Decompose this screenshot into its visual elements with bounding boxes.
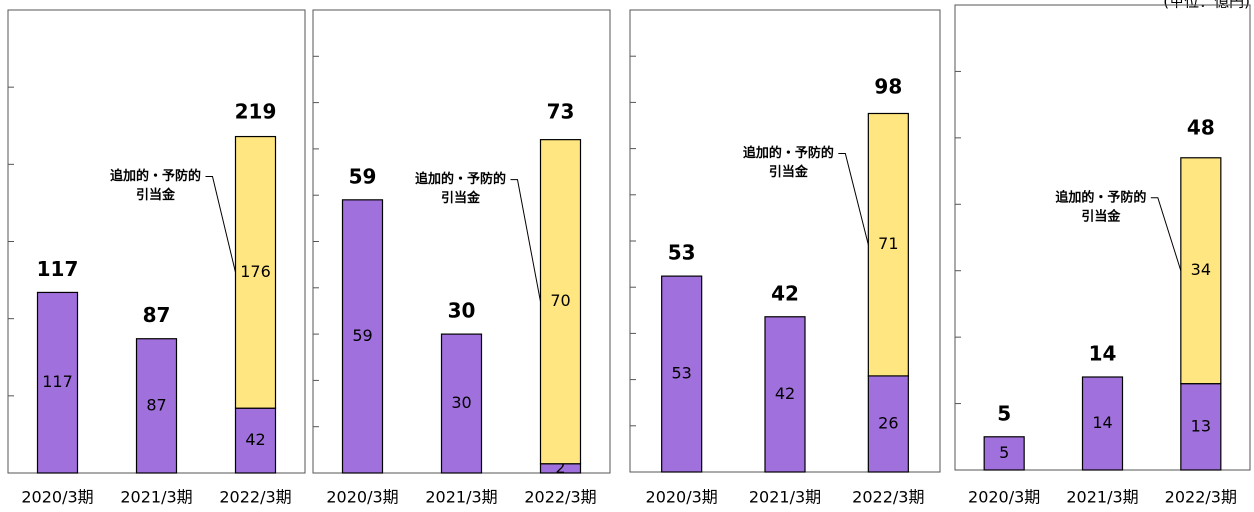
bar-value-label: 71 — [878, 234, 898, 253]
bar-value-label: 26 — [878, 413, 898, 432]
annotation-label: 引当金 — [441, 190, 481, 206]
bar-value-label: 42 — [245, 430, 265, 449]
total-label: 87 — [143, 303, 171, 327]
total-label: 48 — [1187, 116, 1215, 140]
total-label: 30 — [448, 299, 476, 323]
bar-segment — [440, 333, 483, 474]
bar-value-label: 117 — [42, 372, 73, 391]
annotation-leader — [510, 179, 541, 302]
total-label: 5 — [997, 401, 1011, 425]
bar-value-label: 42 — [775, 384, 795, 403]
total-label: 14 — [1089, 342, 1117, 366]
annotation-leader — [1150, 197, 1182, 271]
bar-value-label: 30 — [451, 393, 471, 412]
bar-value-label: 2 — [555, 458, 565, 477]
x-tick-label: 2021/3期 — [749, 488, 821, 507]
bar-segment — [539, 139, 582, 465]
bar-segment — [661, 275, 703, 473]
annotation-label: 引当金 — [1081, 208, 1121, 224]
x-tick-label: 2020/3期 — [646, 488, 718, 507]
annotation-label: 引当金 — [769, 164, 809, 180]
annotation-leader — [838, 152, 869, 245]
bar-segment — [983, 436, 1025, 471]
bar-segment — [764, 316, 806, 473]
x-tick-label: 2021/3期 — [425, 488, 497, 507]
bar-segment — [1180, 157, 1222, 385]
bar-segment — [1081, 376, 1124, 471]
bar-value-label: 34 — [1191, 260, 1211, 279]
total-label: 219 — [235, 100, 277, 124]
x-tick-label: 2022/3期 — [524, 488, 596, 507]
total-label: 53 — [668, 241, 696, 265]
total-label: 98 — [874, 74, 902, 98]
bar-segment — [36, 291, 79, 474]
bar-segment — [234, 407, 277, 474]
bar-value-label: 70 — [550, 291, 570, 310]
x-tick-label: 2020/3期 — [21, 488, 93, 507]
bar-segment — [867, 112, 909, 377]
total-label: 117 — [37, 257, 79, 281]
x-tick-label: 2022/3期 — [219, 488, 291, 507]
annotation-label: 追加的・予防的 — [743, 145, 834, 161]
annotation-label: 追加的・予防的 — [110, 168, 201, 184]
bar-segment — [1180, 383, 1222, 471]
annotation-label: 引当金 — [136, 187, 176, 203]
bar-value-label: 13 — [1191, 416, 1211, 435]
annotation-label: 追加的・予防的 — [415, 171, 506, 187]
bar-segment — [135, 338, 178, 474]
x-tick-label: 2020/3期 — [326, 488, 398, 507]
total-label: 73 — [547, 100, 575, 124]
bar-value-label: 87 — [146, 395, 166, 414]
x-tick-label: 2021/3期 — [120, 488, 192, 507]
bar-segment — [867, 375, 909, 473]
x-tick-label: 2022/3期 — [852, 488, 924, 507]
bar-value-label: 5 — [999, 443, 1009, 462]
bar-value-label: 176 — [240, 262, 271, 281]
x-tick-label: 2022/3期 — [1165, 488, 1237, 507]
total-label: 42 — [771, 281, 799, 305]
bar-value-label: 59 — [352, 326, 372, 345]
x-tick-label: 2020/3期 — [968, 488, 1040, 507]
annotation-label: 追加的・予防的 — [1055, 189, 1146, 205]
bar-value-label: 53 — [671, 364, 691, 383]
bar-value-label: 14 — [1092, 413, 1112, 432]
total-label: 59 — [349, 164, 377, 188]
bar-segment — [341, 199, 384, 474]
annotation-leader — [205, 176, 236, 273]
x-tick-label: 2021/3期 — [1066, 488, 1138, 507]
